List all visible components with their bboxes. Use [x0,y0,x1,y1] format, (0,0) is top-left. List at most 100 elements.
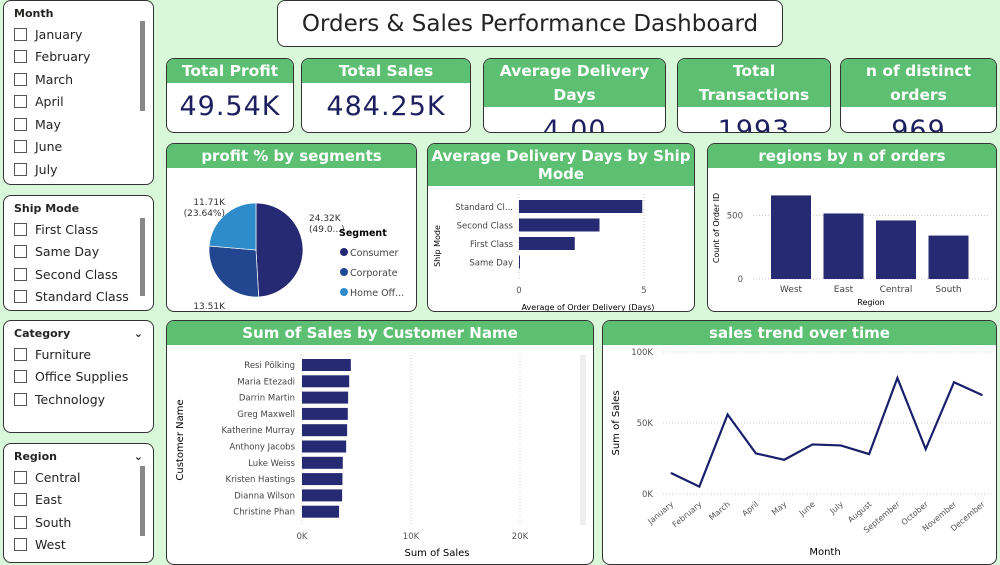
slicer-option[interactable]: Second Class [14,263,143,286]
checkbox[interactable] [14,140,27,154]
checkbox[interactable] [14,493,27,507]
checkbox[interactable] [14,538,27,552]
bar [519,255,520,269]
ship-mode-bar-chart: 0 5 Standard Cl... Second Class First Class S… [433,194,654,311]
checkbox[interactable] [14,267,27,281]
bar [771,195,811,279]
delivery-days-card: Average Delivery Days by Ship Mode 0 5 Sta… [427,143,695,312]
slicer-option[interactable]: Standard Class [14,286,143,309]
slicer-option[interactable]: May [14,113,143,136]
category-label: Christine Phan [233,508,295,518]
slicer-title: Category [14,327,71,340]
checkbox[interactable] [14,370,27,384]
bar [519,237,575,250]
slicer-option[interactable]: Same Day [14,241,143,264]
option-label: First Class [35,221,99,237]
category-label: Darrin Martin [239,394,295,404]
scrollbar[interactable] [140,218,145,296]
slicer-option[interactable]: Furniture [14,343,143,366]
x-axis-title: Region [857,298,884,307]
option-label: East [35,492,62,508]
checkbox[interactable] [14,515,27,529]
kpi-card: Total Profit 49.54K [166,58,294,133]
checkbox[interactable] [14,245,27,259]
scrollbar[interactable] [140,466,145,536]
checkbox[interactable] [14,27,27,41]
ship-mode-slicer: Ship Mode First Class Same Day Second Clas… [3,195,154,311]
category-label: Luke Weiss [248,459,295,469]
checkbox[interactable] [14,72,27,86]
region-slicer: Region ⌄ Central East South West [3,443,154,563]
slicer-option[interactable]: Central [14,466,143,489]
checkbox[interactable] [14,392,27,406]
bar [302,359,351,371]
data-point [698,486,700,488]
tick-label: 500 [727,212,743,222]
scrollbar[interactable] [580,355,586,525]
slicer-option[interactable]: Technology [14,388,143,411]
pie-chart: 24.32K(49.0...)13.51K(27.28%)11.71K(23.6… [184,198,405,312]
option-label: March [35,71,74,87]
option-label: Furniture [35,346,92,362]
category-label: May [770,499,789,517]
slicer-option[interactable]: March [14,68,143,91]
slicer-option[interactable]: West [14,534,143,557]
pie-slice [208,202,257,251]
data-point [925,448,927,450]
slicer-title: Month [14,7,54,20]
tick-label: 5 [641,286,646,296]
bar [876,220,916,279]
kpi-value: 484.25K [326,91,446,122]
checkbox[interactable] [14,162,27,176]
tick-label: 100K [631,348,653,358]
checkbox[interactable] [14,117,27,131]
chart-title: regions by n of orders [708,144,996,168]
slicer-option[interactable]: February [14,46,143,69]
chevron-down-icon[interactable]: ⌄ [133,327,143,340]
kpi-card: Average Delivery Days 4.00 [483,58,666,133]
category-label: June [797,500,817,519]
legend-title: Segment [339,228,387,239]
category-label: Greg Maxwell [237,410,295,420]
option-label: May [35,116,61,132]
customer-bar-chart: 0K 10K 20K Resi Pölking Maria Etezadi Darrin … [175,355,586,559]
bar [302,489,343,502]
data-point [755,452,757,454]
pie-slice [208,245,260,298]
legend-label: Corporate [350,268,398,279]
bar [519,218,600,232]
regions-card: regions by n of orders 0 500 West East Centr… [707,143,997,312]
y-axis-title: Count of Order ID [712,193,721,263]
slicer-option[interactable]: April [14,91,143,114]
checkbox[interactable] [14,470,27,484]
y-axis-title: Ship Mode [433,225,442,267]
bar [302,473,343,486]
slicer-option[interactable]: South [14,511,143,534]
category-label: Second Class [457,222,514,232]
data-label-pct: (23.64%) [184,209,225,219]
chevron-down-icon[interactable]: ⌄ [133,450,143,463]
slicer-option[interactable]: June [14,136,143,159]
tick-label: 10K [403,532,420,542]
checkbox[interactable] [14,222,27,236]
legend-label: Home Off... [350,288,404,299]
kpi-value: 49.54K [179,91,281,122]
slicer-option[interactable]: January [14,23,143,46]
slicer-option[interactable]: First Class [14,218,143,241]
data-point [670,472,672,474]
sales-line [670,374,983,489]
scrollbar[interactable] [140,21,145,111]
data-label: 13.51K [193,302,226,312]
slicer-option[interactable]: East [14,489,143,512]
slicer-option[interactable]: Office Supplies [14,366,143,389]
slicer-option[interactable]: July [14,158,143,181]
month-slicer: Month January February March April May June Ju… [3,0,154,185]
checkbox[interactable] [14,95,27,109]
checkbox[interactable] [14,347,27,361]
checkbox[interactable] [14,290,27,304]
data-point [783,459,785,461]
y-axis-title: Sum of Sales [611,390,622,455]
bar [823,213,864,279]
bar [519,200,643,213]
checkbox[interactable] [14,50,27,64]
